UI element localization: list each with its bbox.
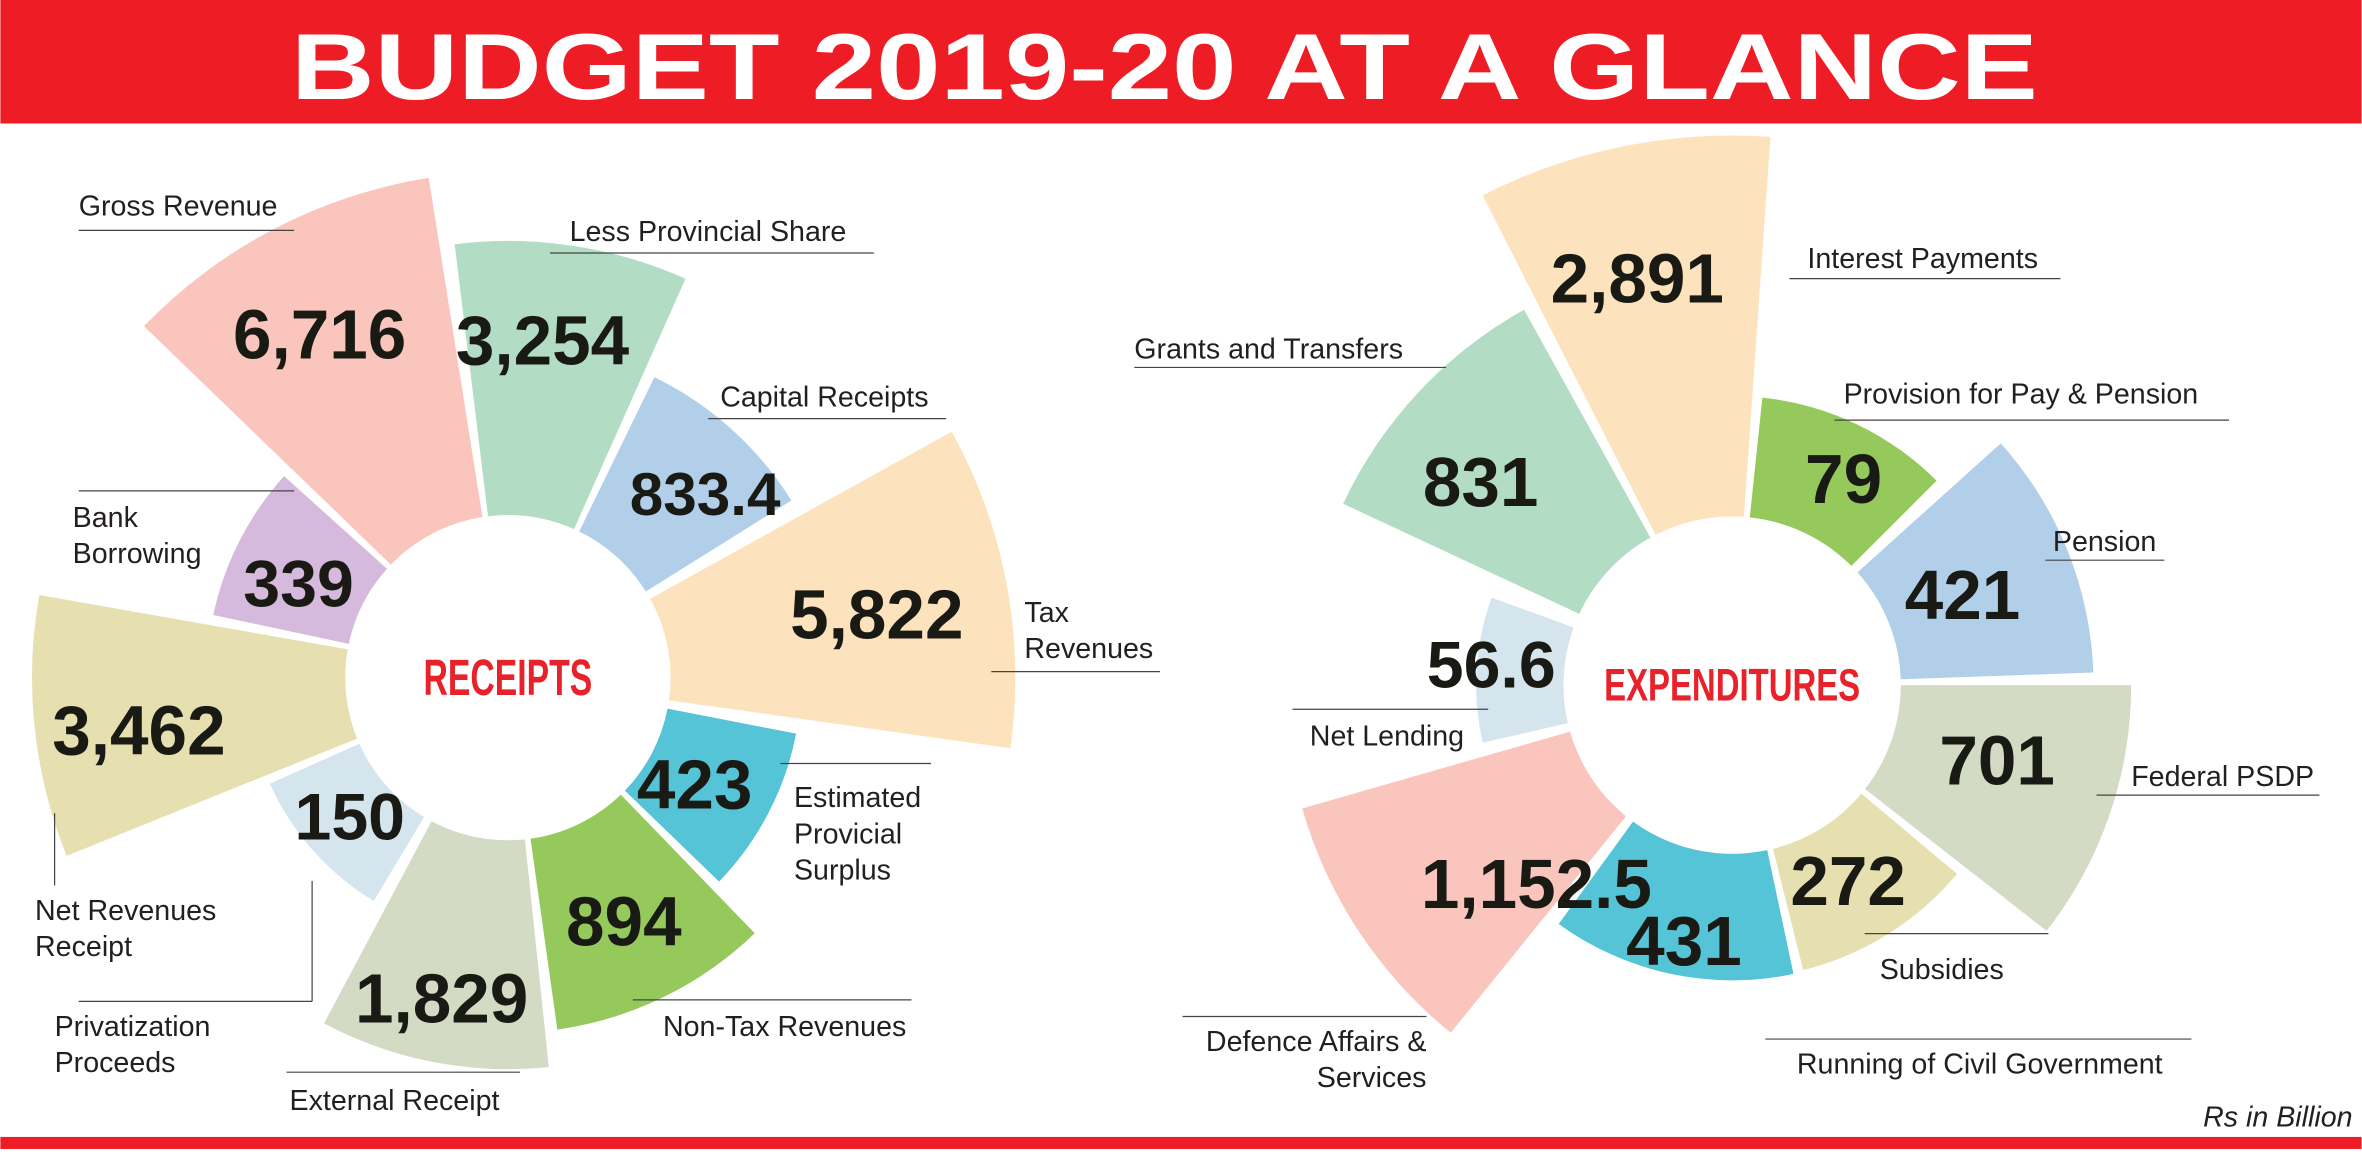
- center-hole: [1569, 522, 1895, 848]
- unit-note: Rs in Billion: [2203, 1101, 2352, 1133]
- category-label-gross-revenue: Gross Revenue: [79, 190, 278, 222]
- category-label-bank-borrowing: Bank: [73, 502, 139, 534]
- wedge-interest-payments: [1482, 135, 1771, 535]
- value-label-privatization-proceeds: 150: [294, 781, 405, 855]
- value-label-tax-revenues: 5,822: [790, 575, 963, 653]
- category-label-defence-affairs-and-services: Services: [1317, 1062, 1427, 1094]
- category-label-interest-payments: Interest Payments: [1807, 243, 2038, 275]
- category-label-tax-revenues: Tax: [1024, 597, 1069, 629]
- value-label-subsidies: 272: [1790, 842, 1906, 920]
- category-label-tax-revenues: Revenues: [1024, 633, 1153, 665]
- category-label-subsidies: Subsidies: [1880, 954, 2004, 986]
- wedge-federal-psdp: [1865, 685, 2132, 931]
- value-label-non-tax-revenues: 894: [566, 883, 682, 961]
- receipts-title: RECEIPTS: [424, 649, 593, 706]
- wedge-privatization-proceeds: [269, 743, 425, 901]
- wedge-less-provincial-share: [454, 240, 686, 530]
- value-label-grants-and-transfers: 831: [1423, 443, 1539, 521]
- wedge-capital-receipts: [579, 377, 792, 592]
- category-label-privatization-proceeds: Proceeds: [55, 1047, 176, 1079]
- category-label-grants-and-transfers: Grants and Transfers: [1134, 333, 1403, 365]
- category-label-defence-affairs-and-services: Defence Affairs &: [1206, 1026, 1427, 1058]
- value-label-federal-psdp: 701: [1939, 721, 2055, 799]
- value-label-pension: 421: [1905, 556, 2021, 634]
- value-label-less-provincial-share: 3,254: [456, 301, 630, 379]
- category-label-capital-receipts: Capital Receipts: [720, 382, 928, 414]
- value-label-external-receipt: 1,829: [355, 959, 528, 1037]
- category-label-estimated-provicial-surplus: Surplus: [794, 854, 891, 886]
- wedge-estimated-provicial-surplus: [624, 708, 797, 882]
- category-label-estimated-provicial-surplus: Estimated: [794, 782, 921, 814]
- category-label-net-revenues-receipt: Receipt: [35, 931, 132, 963]
- wedge-bank-borrowing: [213, 476, 388, 644]
- wedge-net-lending: [1476, 597, 1574, 743]
- wedge-defence-affairs-and-services: [1302, 731, 1627, 1033]
- category-label-estimated-provicial-surplus: Provicial: [794, 818, 902, 850]
- category-label-less-provincial-share: Less Provincial Share: [570, 216, 847, 248]
- category-label-net-lending: Net Lending: [1310, 720, 1464, 752]
- wedge-subsidies: [1772, 793, 1958, 971]
- value-label-estimated-provicial-surplus: 423: [637, 746, 753, 824]
- wedge-tax-revenues: [650, 431, 1016, 749]
- category-label-non-tax-revenues: Non-Tax Revenues: [663, 1011, 906, 1043]
- category-label-external-receipt: External Receipt: [290, 1085, 500, 1117]
- wedge-provision-for-pay-and-pension: [1749, 397, 1937, 566]
- expenditures-title: EXPENDITURES: [1604, 660, 1860, 711]
- value-label-provision-for-pay-and-pension: 79: [1805, 440, 1882, 518]
- value-label-net-revenues-receipt: 3,462: [52, 691, 225, 769]
- value-label-net-lending: 56.6: [1427, 629, 1556, 703]
- category-label-net-revenues-receipt: Net Revenues: [35, 895, 216, 927]
- value-label-running-of-civil-government: 431: [1626, 902, 1742, 980]
- wedge-grants-and-transfers: [1343, 309, 1651, 614]
- value-label-interest-payments: 2,891: [1551, 240, 1724, 318]
- category-label-federal-psdp: Federal PSDP: [2131, 761, 2314, 793]
- category-label-bank-borrowing: Borrowing: [73, 538, 202, 570]
- center-hole: [351, 521, 665, 835]
- wedge-net-revenues-receipt: [32, 595, 358, 856]
- page-title: BUDGET 2019-20 AT A GLANCE: [291, 14, 2038, 119]
- value-label-defence-affairs-and-services: 1,152.5: [1421, 845, 1652, 923]
- wedge-running-of-civil-government: [1558, 821, 1794, 981]
- bottom-rule: [0, 1136, 2362, 1149]
- category-label-provision-for-pay-and-pension: Provision for Pay & Pension: [1844, 379, 2199, 411]
- category-label-running-of-civil-government: Running of Civil Government: [1797, 1049, 2163, 1081]
- wedge-gross-revenue: [143, 177, 483, 565]
- category-label-pension: Pension: [2053, 526, 2156, 558]
- wedge-pension: [1857, 443, 2094, 680]
- wedge-external-receipt: [324, 821, 549, 1070]
- expenditures-chart: 2,891 Interest Payments 79 Provision for Pa…: [1134, 135, 2320, 1094]
- category-label-privatization-proceeds: Privatization: [55, 1011, 211, 1043]
- wedge-non-tax-revenues: [530, 794, 755, 1030]
- receipts-chart: 6,716 Gross Revenue 3,254 Less Provincial S…: [32, 177, 1160, 1117]
- value-label-capital-receipts: 833.4: [630, 460, 781, 528]
- value-label-gross-revenue: 6,716: [233, 295, 406, 373]
- value-label-bank-borrowing: 339: [243, 547, 354, 621]
- title-banner: [0, 0, 2362, 124]
